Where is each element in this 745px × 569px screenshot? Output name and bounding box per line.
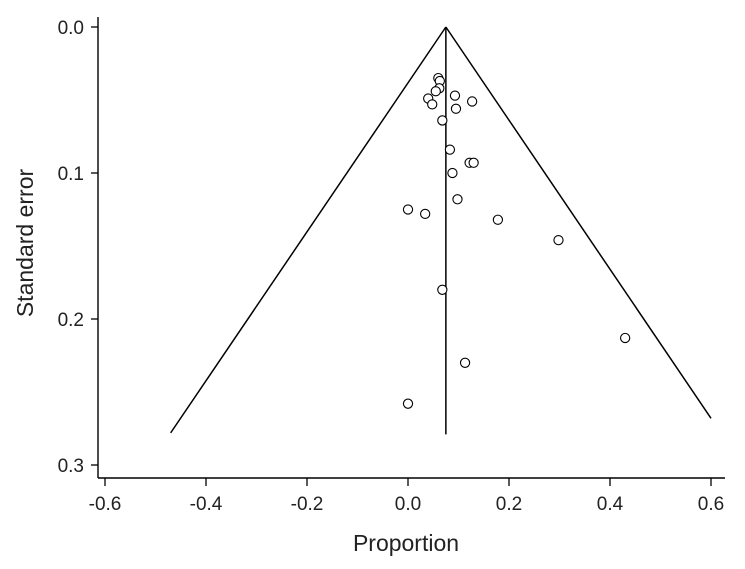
study-point [447, 167, 458, 179]
study-point [420, 208, 431, 220]
funnel-right-line [445, 26, 712, 419]
y-tick-label: 0.2 [58, 310, 84, 331]
axes [97, 17, 725, 479]
study-point [492, 214, 504, 225]
y-axis-title: Standard error [12, 169, 38, 318]
y-tick-label: 0.0 [58, 18, 84, 39]
study-point [452, 194, 463, 205]
x-tick-label: 0.0 [395, 494, 421, 515]
y-tick-label: 0.1 [58, 164, 84, 185]
funnel-lines [170, 26, 712, 435]
study-point [430, 86, 441, 97]
study-point [444, 144, 456, 155]
y-tick-label: 0.3 [58, 456, 84, 477]
study-point [459, 357, 471, 368]
study-point [449, 90, 461, 101]
x-tick-label: 0.2 [496, 494, 522, 515]
x-ticks: -0.6 -0.4 -0.2 0.0 0.2 0.4 0.6 [89, 478, 724, 515]
study-point [468, 157, 479, 168]
study-point [437, 284, 448, 295]
study-point [402, 398, 414, 409]
study-point [450, 103, 462, 114]
study-point [437, 115, 448, 126]
funnel-left-line [170, 26, 447, 434]
x-tick-label: 0.4 [597, 494, 624, 515]
study-point [427, 99, 438, 110]
study-point [466, 96, 478, 107]
study-point [402, 204, 414, 215]
x-tick-label: -0.4 [190, 494, 223, 515]
x-tick-label: 0.6 [698, 494, 724, 515]
x-axis-title: Proportion [353, 530, 459, 556]
study-point [553, 235, 564, 246]
x-tick-label: -0.6 [89, 494, 122, 515]
study-point [620, 332, 631, 344]
study-points [402, 72, 631, 409]
x-tick-label: -0.2 [291, 494, 324, 515]
y-ticks: 0.0 0.1 0.2 0.3 [58, 18, 98, 477]
